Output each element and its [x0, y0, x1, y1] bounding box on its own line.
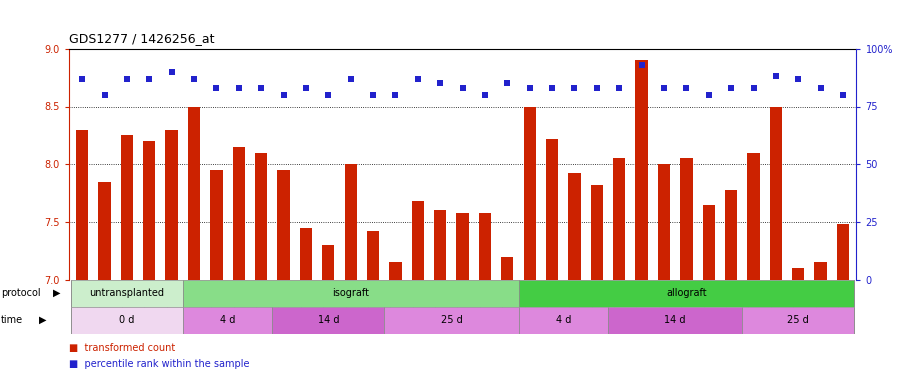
Bar [384, 307, 518, 334]
Bar [389, 262, 401, 280]
Point [277, 92, 291, 98]
Point [702, 92, 716, 98]
Bar [742, 307, 855, 334]
Text: 4 d: 4 d [220, 315, 235, 325]
Bar [658, 164, 671, 280]
Point [344, 76, 358, 82]
Bar [143, 141, 156, 280]
Point [209, 85, 224, 91]
Bar [188, 106, 201, 280]
Bar [434, 210, 446, 280]
Text: ▶: ▶ [53, 288, 60, 298]
Bar [636, 60, 648, 280]
Bar [479, 213, 491, 280]
Bar [681, 159, 692, 280]
Point [142, 76, 157, 82]
Point [634, 62, 649, 68]
Point [657, 85, 671, 91]
Text: 4 d: 4 d [556, 315, 571, 325]
Bar [524, 106, 536, 280]
Point [75, 76, 90, 82]
Text: ▶: ▶ [38, 315, 46, 325]
Bar [367, 231, 379, 280]
Text: GDS1277 / 1426256_at: GDS1277 / 1426256_at [69, 32, 214, 45]
Point [254, 85, 268, 91]
Point [187, 76, 202, 82]
Point [410, 76, 425, 82]
Bar [76, 130, 88, 280]
Bar [792, 268, 804, 280]
Bar [613, 159, 626, 280]
Bar [98, 182, 111, 280]
Text: 14 d: 14 d [664, 315, 686, 325]
Point [477, 92, 492, 98]
Bar [71, 307, 183, 334]
Point [299, 85, 313, 91]
Bar [518, 307, 608, 334]
Point [388, 92, 403, 98]
Bar [183, 280, 518, 307]
Bar [703, 205, 714, 280]
Point [747, 85, 761, 91]
Point [545, 85, 560, 91]
Bar [608, 307, 742, 334]
Point [365, 92, 380, 98]
Text: protocol: protocol [1, 288, 40, 298]
Bar [725, 190, 737, 280]
Point [321, 92, 335, 98]
Text: 14 d: 14 d [318, 315, 339, 325]
Text: ■  transformed count: ■ transformed count [69, 342, 175, 352]
Bar [322, 245, 334, 280]
Text: time: time [1, 315, 23, 325]
Bar [166, 130, 178, 280]
Bar [272, 307, 384, 334]
Point [769, 74, 783, 80]
Bar [591, 185, 603, 280]
Point [433, 80, 448, 86]
Bar [837, 224, 849, 280]
Text: untransplanted: untransplanted [90, 288, 164, 298]
Text: isograft: isograft [333, 288, 369, 298]
Point [679, 85, 693, 91]
Bar [769, 106, 782, 280]
Point [120, 76, 135, 82]
Point [232, 85, 246, 91]
Bar [814, 262, 827, 280]
Point [612, 85, 627, 91]
Text: allograft: allograft [666, 288, 706, 298]
Point [724, 85, 738, 91]
Bar [456, 213, 469, 280]
Bar [121, 135, 133, 280]
Point [813, 85, 828, 91]
Bar [411, 201, 424, 280]
Point [567, 85, 582, 91]
Point [455, 85, 470, 91]
Bar [747, 153, 759, 280]
Bar [501, 256, 514, 280]
Point [835, 92, 850, 98]
Text: 0 d: 0 d [119, 315, 135, 325]
Point [590, 85, 605, 91]
Point [164, 69, 179, 75]
Point [522, 85, 537, 91]
Bar [211, 170, 223, 280]
Text: ■  percentile rank within the sample: ■ percentile rank within the sample [69, 359, 249, 369]
Point [500, 80, 515, 86]
Bar [300, 228, 312, 280]
Bar [255, 153, 267, 280]
Bar [233, 147, 245, 280]
Text: 25 d: 25 d [788, 315, 809, 325]
Bar [183, 307, 272, 334]
Bar [568, 174, 581, 280]
Point [97, 92, 112, 98]
Text: 25 d: 25 d [441, 315, 463, 325]
Bar [71, 280, 183, 307]
Bar [546, 139, 558, 280]
Bar [344, 164, 357, 280]
Bar [278, 170, 289, 280]
Point [791, 76, 805, 82]
Bar [518, 280, 855, 307]
